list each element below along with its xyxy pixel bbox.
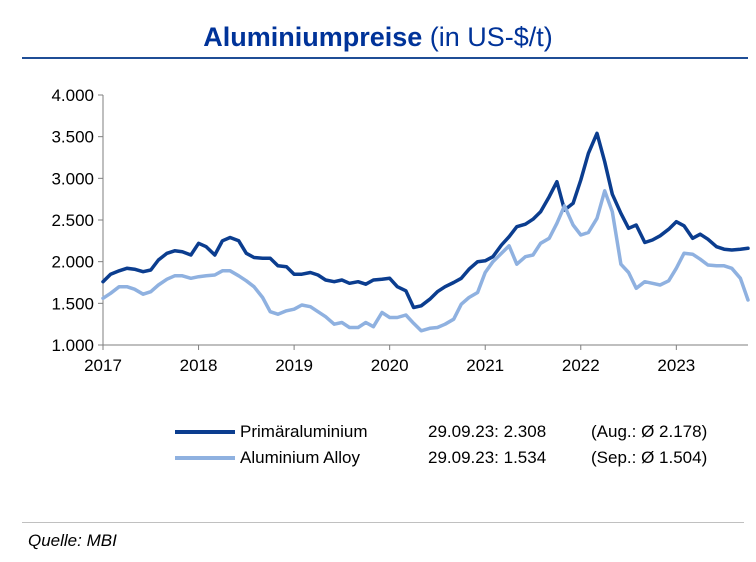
x-tick-label: 2022 xyxy=(562,356,600,375)
legend-date-value-primary: 29.09.23: 2.308 xyxy=(428,422,547,441)
series-line-primaeraluminium xyxy=(101,131,750,310)
chart-title: Aluminiumpreise (in US-$/t) xyxy=(0,22,756,53)
legend-swatch-alloy xyxy=(175,456,235,460)
legend-average-primary: (Aug.: Ø 2.178) xyxy=(591,422,708,441)
source-note: Quelle: MBI xyxy=(28,531,117,550)
y-tick-label: 3.500 xyxy=(51,128,94,147)
line-chart: 1.000 1.500 2.000 2.500 3.000 3.500 4.000 2017 2… xyxy=(51,86,750,375)
x-tick-label: 2018 xyxy=(180,356,218,375)
x-tick-label: 2020 xyxy=(371,356,409,375)
legend-label-alloy: Aluminium Alloy xyxy=(240,448,360,467)
footer-divider xyxy=(22,522,744,523)
y-tick-label: 2.500 xyxy=(51,211,94,230)
x-tick-label: 2021 xyxy=(466,356,504,375)
title-divider xyxy=(22,57,748,59)
y-tick-label: 1.500 xyxy=(51,294,94,313)
legend-average-alloy: (Sep.: Ø 1.504) xyxy=(591,448,708,467)
x-tick-label: 2017 xyxy=(84,356,122,375)
y-tick-label: 1.000 xyxy=(51,336,94,355)
chart-title-unit: (in US-$/t) xyxy=(429,22,553,52)
chart-series xyxy=(101,131,750,333)
legend-label-primary: Primäraluminium xyxy=(240,422,368,441)
x-tick-label: 2023 xyxy=(657,356,695,375)
legend-swatch-primary xyxy=(175,430,235,434)
x-tick-label: 2019 xyxy=(275,356,313,375)
legend-date-value-alloy: 29.09.23: 1.534 xyxy=(428,448,547,467)
chart-title-main: Aluminiumpreise xyxy=(203,22,423,52)
y-tick-label: 2.000 xyxy=(51,253,94,272)
y-tick-label: 4.000 xyxy=(51,86,94,105)
series-line-aluminium-alloy xyxy=(101,189,750,333)
chart-axes: 1.000 1.500 2.000 2.500 3.000 3.500 4.000 2017 2… xyxy=(51,86,748,375)
y-tick-label: 3.000 xyxy=(51,169,94,188)
